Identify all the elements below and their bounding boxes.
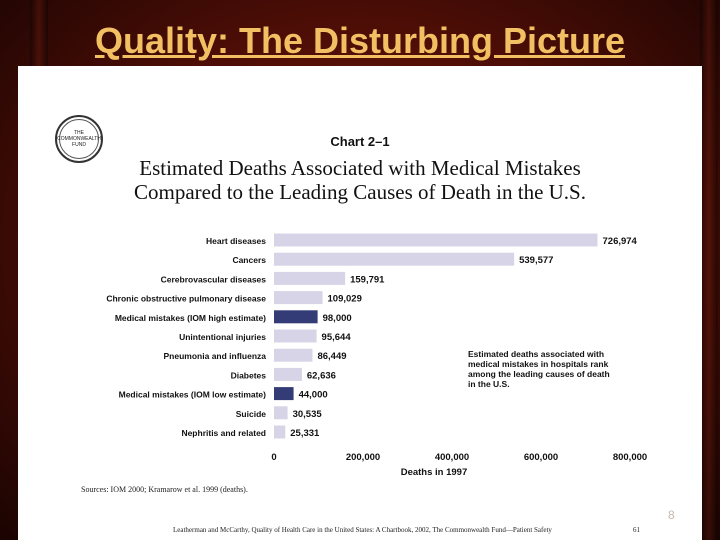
- category-label: Suicide: [236, 409, 267, 419]
- slide-title: Quality: The Disturbing Picture: [94, 20, 626, 61]
- category-label: Diabetes: [231, 370, 267, 380]
- data-label: 539,577: [519, 255, 553, 266]
- bar: [274, 271, 346, 285]
- commonwealth-fund-logo: THE COMMONWEALTH FUND: [55, 115, 103, 163]
- bar: [274, 233, 598, 247]
- chart-title: Estimated Deaths Associated with Medical…: [18, 156, 702, 204]
- data-label: 159,791: [350, 274, 385, 285]
- x-tick-label: 200,000: [346, 452, 380, 463]
- data-label: 109,029: [328, 294, 362, 305]
- category-label: Nephritis and related: [181, 428, 266, 438]
- data-label: 726,974: [603, 236, 638, 247]
- source-note: Sources: IOM 2000; Kramarow et al. 1999 …: [81, 485, 248, 494]
- chart-panel: THE COMMONWEALTH FUND Chart 2–1 Estimate…: [18, 66, 702, 540]
- bar-chart: Heart diseases 726,974 Cancers 539,577 Cereb…: [106, 233, 647, 478]
- category-label: Heart diseases: [206, 236, 266, 246]
- chart-title-line: Compared to the Leading Causes of Death …: [134, 180, 586, 204]
- footer-page: 61: [633, 526, 640, 534]
- footer-citation: Leatherman and McCarthy, Quality of Heal…: [173, 526, 552, 534]
- data-label: 98,000: [323, 313, 352, 324]
- bar: [274, 252, 515, 266]
- bar: [274, 367, 302, 381]
- bar: [274, 348, 313, 362]
- category-label: Unintentional injuries: [179, 332, 266, 342]
- annotation-text: among the leading causes of death: [468, 369, 610, 379]
- bar: [274, 425, 286, 439]
- logo-line: COMMONWEALTH: [57, 136, 101, 142]
- chart-label: Chart 2–1: [330, 134, 390, 149]
- x-tick-label: 0: [271, 452, 276, 463]
- data-label: 44,000: [299, 390, 328, 401]
- data-label: 86,449: [317, 351, 346, 362]
- x-axis-label: Deaths in 1997: [401, 467, 468, 478]
- category-label: Chronic obstructive pulmonary disease: [106, 294, 266, 304]
- x-tick-label: 800,000: [613, 452, 647, 463]
- bar: [274, 387, 294, 401]
- x-tick-label: 600,000: [524, 452, 558, 463]
- data-label: 25,331: [290, 428, 320, 439]
- annotation-text: medical mistakes in hospitals rank: [468, 359, 609, 369]
- category-label: Medical mistakes (IOM low estimate): [119, 390, 267, 400]
- category-label: Cerebrovascular diseases: [161, 274, 267, 284]
- bar: [274, 291, 323, 305]
- category-label: Medical mistakes (IOM high estimate): [115, 313, 266, 323]
- data-label: 95,644: [322, 332, 352, 343]
- logo-line: FUND: [72, 142, 86, 148]
- bar: [274, 310, 318, 324]
- x-tick-label: 400,000: [435, 452, 469, 463]
- bar: [274, 406, 288, 420]
- annotation-text: in the U.S.: [468, 379, 510, 389]
- logo-line: THE: [74, 130, 84, 136]
- annotation-text: Estimated deaths associated with: [468, 349, 604, 359]
- bar: [274, 329, 317, 343]
- curtain-stripe: [700, 0, 718, 540]
- category-label: Pneumonia and influenza: [164, 351, 267, 361]
- chart-title-line: Estimated Deaths Associated with Medical…: [139, 156, 581, 180]
- slide-number: 8: [668, 508, 675, 522]
- data-label: 30,535: [293, 409, 323, 420]
- data-label: 62,636: [307, 370, 336, 381]
- category-label: Cancers: [232, 255, 266, 265]
